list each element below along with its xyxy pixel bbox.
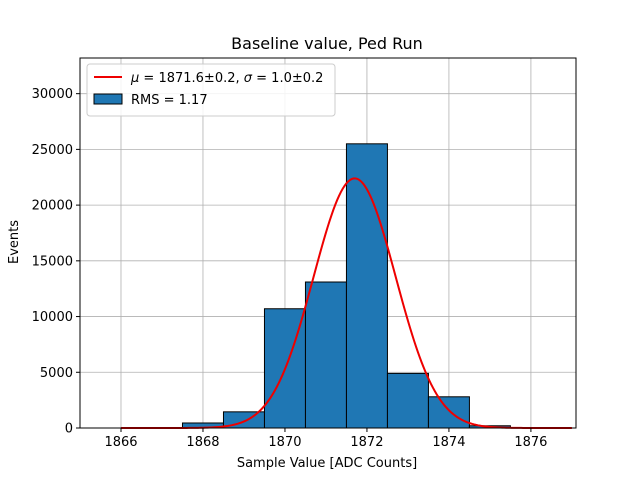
legend-box — [86, 63, 336, 117]
y-tick-label: 0 — [65, 422, 73, 437]
histogram-bar — [345, 143, 388, 429]
y-tick-label: 15000 — [32, 254, 73, 269]
legend-sigma-value: = 1.0±0.2 — [252, 71, 323, 86]
histogram-bar — [386, 372, 429, 429]
y-tick-label: 20000 — [32, 199, 73, 214]
y-tick-label: 5000 — [40, 366, 73, 381]
legend-sigma-symbol: σ — [244, 71, 253, 86]
x-tick-label: 1876 — [514, 435, 547, 450]
histogram-bars — [181, 143, 511, 429]
histogram-bar — [427, 396, 470, 429]
y-axis-label: Events — [7, 220, 22, 264]
x-tick-label: 1866 — [104, 435, 137, 450]
x-tick-label: 1874 — [432, 435, 465, 450]
x-tick-label: 1872 — [350, 435, 383, 450]
legend: μ = 1871.6±0.2, σ = 1.0±0.2 RMS = 1.17 — [86, 63, 336, 117]
x-axis-label: Sample Value [ADC Counts] — [237, 456, 417, 471]
y-tick-label: 30000 — [32, 87, 73, 102]
legend-fit-label: μ = 1871.6±0.2, σ = 1.0±0.2 — [130, 71, 323, 86]
y-tick-label: 10000 — [32, 310, 73, 325]
y-tick-label: 25000 — [32, 143, 73, 158]
legend-mu-symbol: μ — [130, 71, 139, 86]
plot-frame — [79, 57, 577, 429]
x-tick-label: 1868 — [186, 435, 219, 450]
legend-hist-swatch — [93, 93, 123, 105]
legend-mu-value: = 1871.6±0.2, — [139, 71, 243, 86]
legend-hist-label: RMS = 1.17 — [131, 93, 208, 108]
histogram-bar — [304, 281, 347, 429]
x-tick-label: 1870 — [268, 435, 301, 450]
x-axis-ticks: 1866 1868 1870 1872 1874 1876 — [104, 428, 547, 450]
chart-title: Baseline value, Ped Run — [231, 34, 423, 53]
y-axis-ticks: 0 5000 10000 15000 20000 25000 30000 — [32, 87, 80, 437]
